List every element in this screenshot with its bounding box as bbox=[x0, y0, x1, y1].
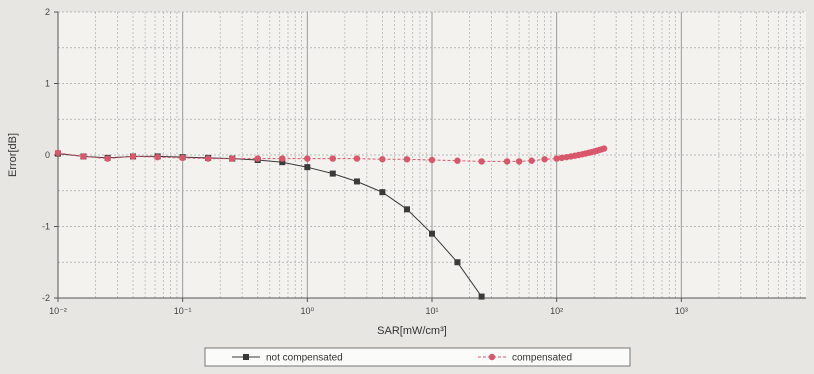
data-point bbox=[304, 164, 311, 171]
data-point bbox=[403, 156, 411, 163]
data-point bbox=[104, 155, 111, 162]
data-point bbox=[279, 155, 286, 162]
y-tick-label: 2 bbox=[45, 7, 50, 17]
data-point bbox=[179, 154, 186, 162]
x-tick-label: 10⁻² bbox=[49, 306, 67, 316]
x-axis-title: SAR[mW/cm³] bbox=[377, 325, 447, 337]
legend-box bbox=[204, 347, 631, 367]
data-point bbox=[478, 293, 485, 300]
x-tick-label: 10³ bbox=[675, 306, 688, 316]
grid bbox=[57, 11, 806, 299]
data-point bbox=[304, 155, 311, 162]
legend-item: not compensated bbox=[232, 353, 343, 364]
x-tick-labels: 10⁻² 10⁻¹ 10⁰ 10¹ 10² 10³ bbox=[49, 298, 688, 316]
data-point bbox=[54, 149, 62, 157]
y-tick-label: 0 bbox=[45, 150, 50, 160]
data-point bbox=[229, 155, 236, 162]
data-point bbox=[454, 259, 461, 266]
y-axis-title: Error[dB] bbox=[7, 133, 19, 177]
data-point bbox=[80, 153, 87, 160]
data-point bbox=[429, 230, 435, 237]
legend-items: not compensated compensated bbox=[232, 353, 572, 364]
x-tick-label: 10² bbox=[550, 306, 563, 316]
data-point bbox=[553, 155, 560, 162]
data-point bbox=[379, 189, 386, 196]
data-point bbox=[403, 206, 410, 213]
data-point bbox=[353, 155, 361, 162]
data-point bbox=[329, 155, 336, 162]
y-tick-label: -1 bbox=[42, 222, 50, 232]
data-point bbox=[528, 157, 535, 164]
legend: not compensated compensated bbox=[204, 347, 631, 367]
y-tick-label: -2 bbox=[42, 293, 50, 303]
x-tick-label: 10⁻¹ bbox=[174, 306, 192, 316]
data-point bbox=[454, 157, 461, 164]
legend-label: compensated bbox=[512, 353, 572, 364]
data-point bbox=[379, 156, 386, 163]
data-point bbox=[600, 145, 608, 152]
data-point bbox=[254, 155, 261, 162]
data-point bbox=[428, 156, 436, 164]
series-layer bbox=[54, 145, 608, 300]
y-tick-label: 1 bbox=[45, 79, 50, 89]
data-point bbox=[353, 178, 360, 185]
legend-marker bbox=[488, 353, 496, 361]
legend-item: compensated bbox=[478, 353, 572, 364]
data-point bbox=[279, 159, 286, 166]
legend-marker bbox=[243, 354, 249, 360]
legend-label: not compensated bbox=[266, 353, 343, 364]
x-tick-label: 10⁰ bbox=[301, 306, 315, 316]
data-point bbox=[204, 155, 212, 162]
data-point bbox=[129, 153, 137, 160]
data-point bbox=[503, 158, 511, 165]
data-point bbox=[329, 170, 336, 177]
data-point bbox=[478, 158, 485, 165]
data-point bbox=[515, 158, 523, 165]
data-point bbox=[541, 156, 548, 163]
x-tick-label: 10¹ bbox=[425, 306, 438, 316]
series-compensated bbox=[54, 145, 608, 165]
data-point bbox=[154, 153, 161, 161]
data-point bbox=[558, 154, 566, 162]
